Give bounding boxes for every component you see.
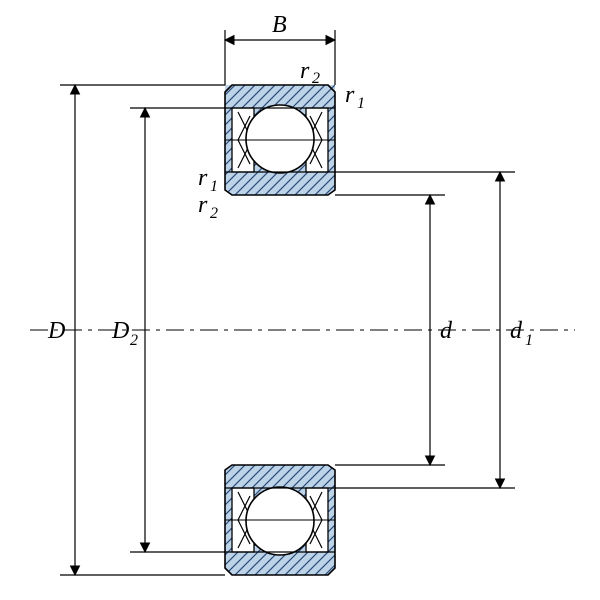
label-r2-top-sub: 2 bbox=[312, 70, 320, 87]
label-r1-top: r bbox=[345, 82, 355, 108]
label-B: B bbox=[272, 12, 287, 38]
label-D2: D bbox=[111, 318, 129, 344]
label-r1-top-sub: 1 bbox=[357, 95, 365, 112]
label-r2-top: r bbox=[300, 58, 310, 84]
bearing-top-half bbox=[225, 85, 335, 195]
label-r2-left: r bbox=[198, 192, 208, 218]
label-r1-left: r bbox=[198, 165, 208, 191]
label-d1-sub: 1 bbox=[525, 332, 533, 349]
label-D2-sub: 2 bbox=[130, 332, 138, 349]
bearing-cross-section: B D D 2 d d 1 r 2 r 1 r 1 bbox=[0, 0, 600, 600]
dim-d1: d 1 bbox=[335, 172, 533, 488]
bearing-bottom-half bbox=[225, 465, 335, 575]
label-D: D bbox=[47, 318, 65, 344]
label-r1-left-sub: 1 bbox=[210, 178, 218, 195]
label-d1: d bbox=[510, 318, 523, 344]
label-r2-left-sub: 2 bbox=[210, 205, 218, 222]
label-d: d bbox=[440, 318, 453, 344]
